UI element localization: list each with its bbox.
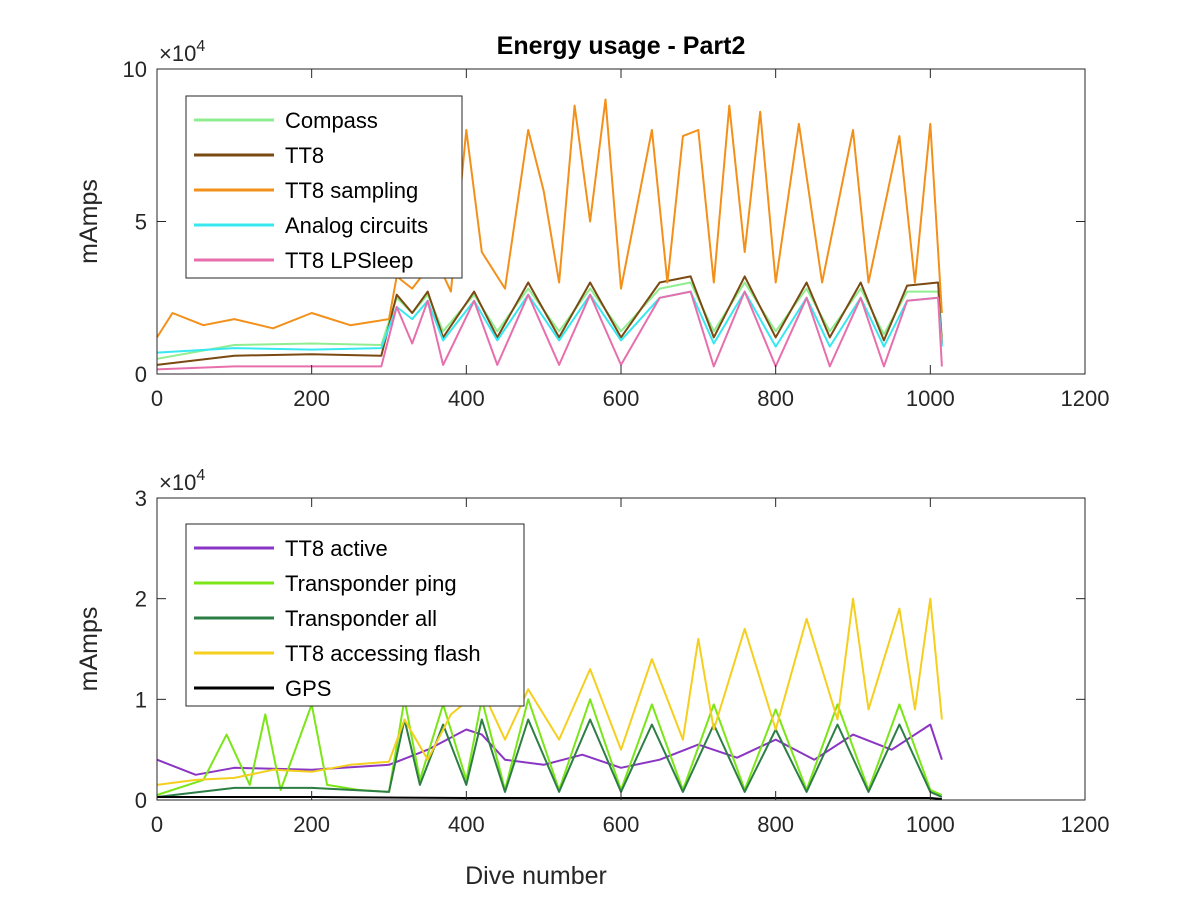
x-tick-label: 1000	[906, 812, 955, 837]
x-tick-label: 200	[293, 812, 330, 837]
legend: Compass TT8 TT8 sampling Analog circuits TT8…	[185, 95, 463, 279]
y-axis-label: mAmps	[75, 607, 103, 692]
chart-panel-2: 0 200 400 600 800 1000 1200 0 1 2 3 ×104 mAmps Dive n…	[75, 467, 1109, 890]
x-tick-label: 600	[603, 386, 640, 411]
x-tick-label: 1200	[1061, 812, 1110, 837]
legend-label: Compass	[285, 108, 378, 133]
legend-box	[185, 95, 463, 279]
series-line-tt8	[156, 275, 943, 366]
x-axis-label: Dive number	[465, 862, 607, 890]
legend-label: TT8 accessing flash	[285, 641, 481, 666]
y-exponent-label: ×104	[159, 38, 205, 66]
legend-label: Transponder all	[285, 606, 437, 631]
y-exponent-power: 4	[196, 467, 205, 484]
x-tick-label: 1000	[906, 386, 955, 411]
y-exponent-label: ×104	[159, 467, 205, 495]
legend-label: TT8	[285, 143, 324, 168]
legend-label: TT8 sampling	[285, 178, 418, 203]
chart-panel-1: 0 200 400 600 800 1000 1200 0 5 10 ×104 mAmps Compas…	[75, 38, 1109, 411]
series-line-tt8-sampling	[156, 98, 943, 338]
y-exponent-base: ×10	[159, 470, 196, 495]
legend-label: TT8 LPSleep	[285, 248, 413, 273]
x-tick-label: 0	[151, 386, 163, 411]
x-tick-label: 200	[293, 386, 330, 411]
y-tick-label: 1	[135, 687, 147, 712]
legend-label: TT8 active	[285, 536, 388, 561]
y-exponent-power: 4	[196, 38, 205, 55]
y-tick-label: 5	[135, 210, 147, 235]
legend-label: Analog circuits	[285, 213, 428, 238]
x-tick-label: 800	[757, 386, 794, 411]
series-line-analog-circuits	[156, 290, 943, 354]
series-line-tt8-accessing-flash	[156, 597, 943, 786]
x-tick-label: 0	[151, 812, 163, 837]
y-tick-label: 0	[135, 788, 147, 813]
x-tick-label: 800	[757, 812, 794, 837]
y-exponent-base: ×10	[159, 41, 196, 66]
y-tick-label: 3	[135, 486, 147, 511]
x-tick-label: 400	[448, 386, 485, 411]
x-tick-label: 600	[603, 812, 640, 837]
y-axis-label: mAmps	[75, 179, 103, 264]
legend-label: GPS	[285, 676, 331, 701]
x-tick-label: 400	[448, 812, 485, 837]
y-tick-label: 0	[135, 362, 147, 387]
legend-box	[185, 523, 525, 707]
series-lines	[156, 98, 943, 371]
y-tick-label: 2	[135, 587, 147, 612]
legend-label: Transponder ping	[285, 571, 457, 596]
series-line-tt8-lpsleep	[156, 290, 943, 371]
y-tick-label: 10	[123, 57, 147, 82]
legend: TT8 active Transponder ping Transponder al…	[185, 523, 525, 707]
x-tick-label: 1200	[1061, 386, 1110, 411]
figure-title: Energy usage - Part2	[497, 32, 746, 60]
